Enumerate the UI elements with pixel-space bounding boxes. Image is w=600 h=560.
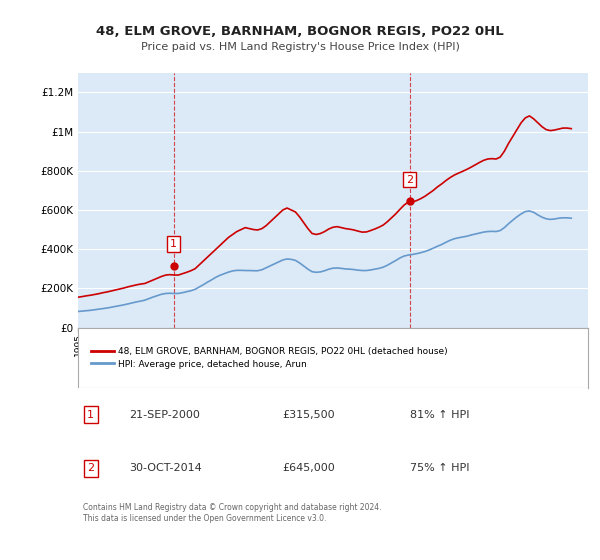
Text: Price paid vs. HM Land Registry's House Price Index (HPI): Price paid vs. HM Land Registry's House … <box>140 42 460 52</box>
Text: 1: 1 <box>87 410 94 419</box>
Text: 2: 2 <box>87 463 94 473</box>
Text: 1: 1 <box>170 239 177 249</box>
Text: 48, ELM GROVE, BARNHAM, BOGNOR REGIS, PO22 0HL: 48, ELM GROVE, BARNHAM, BOGNOR REGIS, PO… <box>96 25 504 38</box>
Text: 75% ↑ HPI: 75% ↑ HPI <box>409 463 469 473</box>
Text: 2: 2 <box>406 175 413 184</box>
Text: £315,500: £315,500 <box>282 410 335 419</box>
Text: 21-SEP-2000: 21-SEP-2000 <box>129 410 200 419</box>
Text: £645,000: £645,000 <box>282 463 335 473</box>
Text: Contains HM Land Registry data © Crown copyright and database right 2024.
This d: Contains HM Land Registry data © Crown c… <box>83 503 382 522</box>
Text: 81% ↑ HPI: 81% ↑ HPI <box>409 410 469 419</box>
Text: 30-OCT-2014: 30-OCT-2014 <box>129 463 202 473</box>
Legend: 48, ELM GROVE, BARNHAM, BOGNOR REGIS, PO22 0HL (detached house), HPI: Average pr: 48, ELM GROVE, BARNHAM, BOGNOR REGIS, PO… <box>88 343 452 372</box>
